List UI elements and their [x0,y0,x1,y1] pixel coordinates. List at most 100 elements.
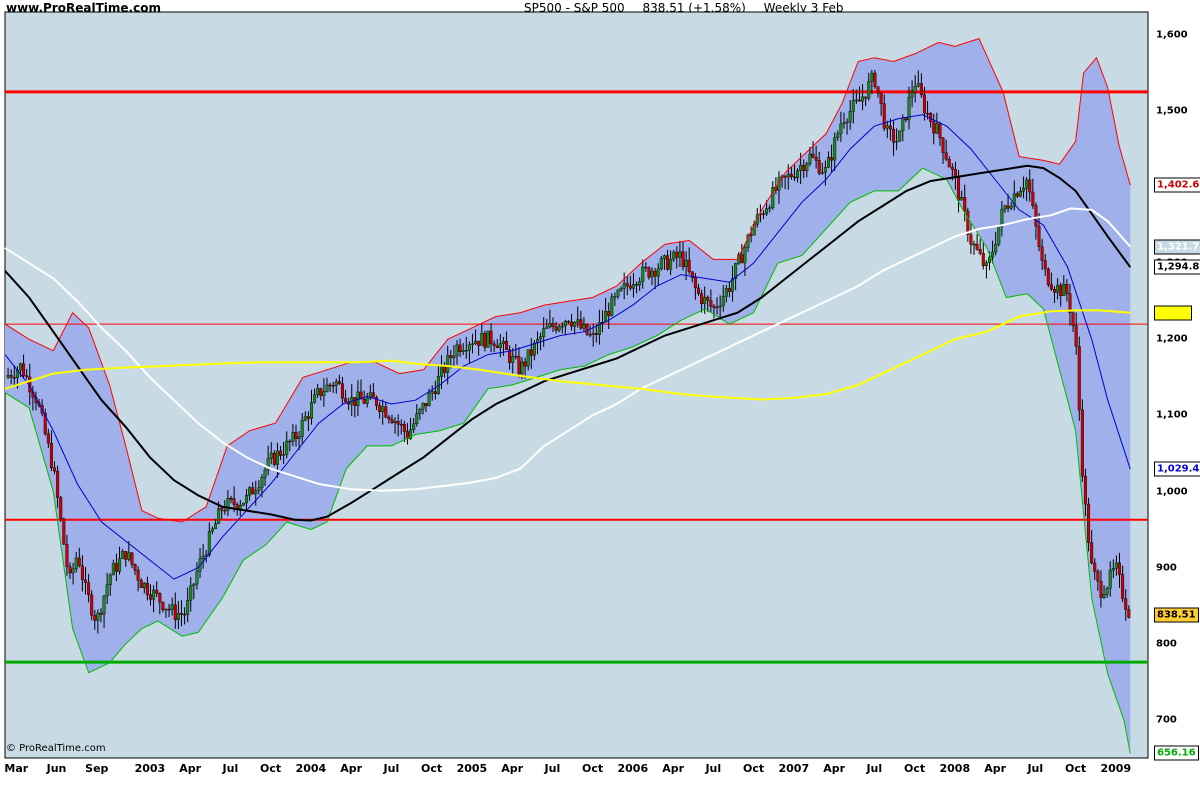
candle-body [344,398,348,403]
candle-body [610,296,614,316]
candle-body [765,208,769,215]
candle-body [114,563,118,572]
x-tick-label: Apr [340,762,362,775]
candle-body [56,470,60,498]
candle-body [576,319,580,323]
candle-body [700,293,704,304]
candle-body [1062,284,1066,296]
candle-body [910,92,914,98]
candle-body [145,582,149,595]
candle-body [378,405,382,412]
candle-body [164,608,168,611]
x-tick-label: Apr [984,762,1006,775]
candle-body [111,563,115,576]
candle-body [412,423,416,430]
candle-body [365,397,369,404]
candle-body [1046,268,1050,285]
candle-body [957,176,961,201]
candle-body [703,296,707,304]
candle-body [179,613,183,615]
candle-body [1099,580,1103,598]
candle-body [1025,179,1029,189]
candle-body [650,270,654,278]
candle-body [560,325,564,328]
candle-body [285,440,289,455]
candle-body [399,423,403,426]
candle-body [675,251,679,258]
candle-body [805,163,809,171]
x-tick-label: 2009 [1100,762,1132,775]
x-tick-label: Mar [4,762,29,775]
candle-body [232,498,236,505]
candle-body [854,99,858,102]
candle-body [176,613,180,620]
candle-body [960,196,964,201]
x-tick-label: Oct [421,762,443,775]
candle-body [452,355,456,358]
candle-body [1093,562,1097,572]
candle-body [214,523,218,530]
candle-body [554,326,558,331]
candle-body [690,271,694,278]
candle-body [1018,190,1022,197]
x-tick-label: Apr [501,762,523,775]
candle-body [994,243,998,253]
candle-body [1090,542,1094,564]
y-tick-label: 1,500 [1156,105,1188,117]
candle-body [331,385,335,387]
price-chart[interactable] [0,0,1150,760]
candle-body [322,391,326,396]
candle-body [827,157,831,168]
candle-body [823,167,827,173]
candle-body [241,502,245,506]
x-tick-label: Jul [866,762,883,775]
credit-label: © ProRealTime.com [6,743,106,754]
candle-body [136,570,140,581]
candle-body [223,510,227,512]
candle-body [458,344,462,352]
candle-body [1000,208,1004,227]
candle-body [681,251,685,267]
value-tag: 1,294.8 [1154,259,1200,275]
candle-body [229,498,233,500]
x-tick-label: Jul [544,762,561,775]
candle-body [836,133,840,138]
candle-body [734,262,738,279]
candle-body [77,557,81,566]
y-tick-label: 900 [1156,562,1177,574]
candle-body [926,112,930,115]
candle-body [1056,284,1060,293]
candle-body [483,332,487,348]
candle-body [975,243,979,250]
candle-body [684,259,688,267]
candle-body [582,324,586,329]
x-tick-label: Jul [1027,762,1044,775]
candle-body [768,207,772,209]
candle-body [511,355,515,363]
y-tick-label: 800 [1156,638,1177,650]
candle-body [486,330,490,348]
candle-body [368,392,372,399]
candle-body [80,565,84,580]
candle-body [161,602,165,611]
candle-body [570,321,574,327]
x-tick-label: Apr [662,762,684,775]
candle-body [647,267,651,278]
series-boll-down [4,167,1131,754]
candle-body [597,322,601,335]
candle-body [300,419,304,437]
candle-body [309,402,313,419]
candle-body [124,551,128,560]
candle-body [916,83,920,87]
candle-body [18,363,22,371]
candle-body [195,570,199,585]
candle-body [359,391,363,400]
candle-body [455,344,459,357]
y-tick-label: 1,600 [1156,29,1188,41]
x-tick-label: 2007 [778,762,810,775]
candle-body [1006,205,1010,209]
candle-body [523,361,527,367]
candle-body [1012,193,1016,207]
candle-body [966,210,970,235]
candle-body [783,175,787,178]
